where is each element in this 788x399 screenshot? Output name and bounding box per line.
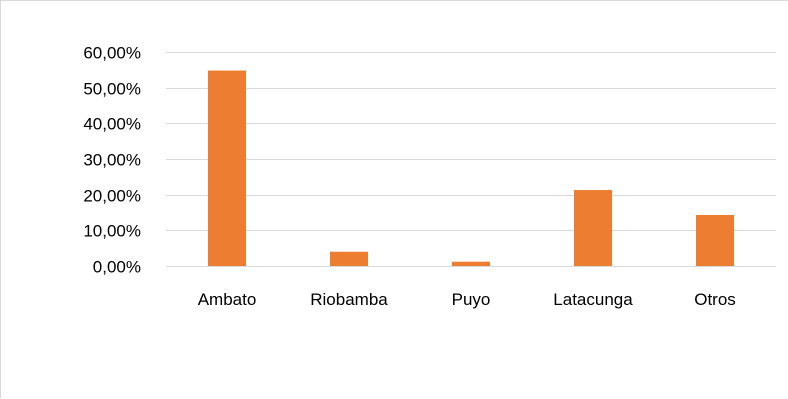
y-tick-label: 30,00% bbox=[83, 151, 141, 170]
y-tick-label: 60,00% bbox=[83, 44, 141, 63]
bar-otros bbox=[696, 214, 734, 266]
bars bbox=[208, 70, 734, 267]
bar-ambato bbox=[208, 70, 246, 267]
bar-latacunga bbox=[574, 190, 612, 266]
x-tick-label: Latacunga bbox=[553, 290, 633, 309]
x-tick-label: Riobamba bbox=[310, 290, 388, 309]
bar-puyo bbox=[452, 261, 490, 266]
y-tick-label: 20,00% bbox=[83, 187, 141, 206]
x-tick-label: Ambato bbox=[198, 290, 257, 309]
y-tick-label: 40,00% bbox=[83, 115, 141, 134]
y-tick-label: 50,00% bbox=[83, 80, 141, 99]
x-axis-tick-labels: Ambato Riobamba Puyo Latacunga Otros bbox=[198, 290, 736, 309]
y-tick-label: 0,00% bbox=[93, 258, 141, 277]
bar-riobamba bbox=[330, 251, 368, 266]
y-tick-label: 10,00% bbox=[83, 222, 141, 241]
y-axis-tick-labels: 0,00% 10,00% 20,00% 30,00% 40,00% 50,00% 60,00… bbox=[83, 44, 141, 277]
x-tick-label: Puyo bbox=[452, 290, 491, 309]
gridlines bbox=[166, 52, 776, 267]
x-tick-label: Otros bbox=[694, 290, 736, 309]
